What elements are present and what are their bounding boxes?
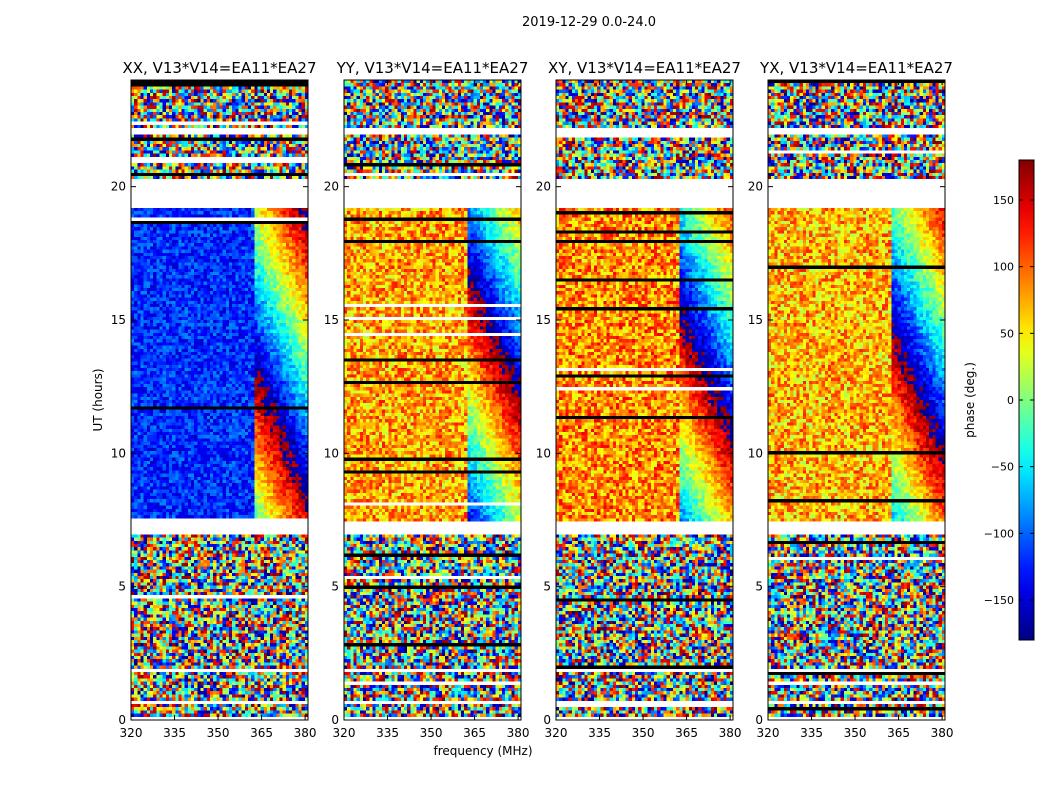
y-tick-label: 10 [536,446,551,460]
y-tick-label: 0 [755,713,763,727]
x-tick-label: 350 [632,726,655,740]
x-tick-label: 320 [120,726,143,740]
colorbar-tick-label: 50 [1000,327,1014,340]
y-tick-label: 15 [748,313,763,327]
colorbar-tick-label: 150 [993,194,1014,207]
panel-yy: YY, V13*V14=EA11*EA27 320 335 350 365 380 0 5 10… [324,59,530,740]
y-tick-label: 10 [748,446,763,460]
x-axis-label: frequency (MHz) [433,744,532,758]
phase-heatmap-xx [131,80,308,720]
phase-heatmap-yx [768,80,945,720]
x-tick-label: 335 [163,726,186,740]
y-tick-label: 20 [324,180,339,194]
y-tick-label: 0 [543,713,551,727]
y-tick-label: 15 [111,313,126,327]
y-tick-label: 20 [748,180,763,194]
panel-xy: XY, V13*V14=EA11*EA27 320 335 350 365 380 0 5 10… [536,59,742,740]
colorbar-tick-label: −50 [991,461,1014,474]
y-tick-label: 15 [324,313,339,327]
x-tick-label: 365 [887,726,910,740]
phase-heatmap-yy [344,80,521,720]
x-tick-label: 365 [675,726,698,740]
x-tick-label: 350 [844,726,867,740]
y-tick-label: 10 [324,446,339,460]
x-tick-label: 335 [376,726,399,740]
y-tick-label: 20 [536,180,551,194]
x-tick-label: 320 [545,726,568,740]
y-tick-label: 15 [536,313,551,327]
colorbar-tick-label: 100 [993,261,1014,274]
y-tick-label: 20 [111,180,126,194]
panel-title: YY, V13*V14=EA11*EA27 [336,59,529,77]
panels-layer: XX, V13*V14=EA11*EA27 320 335 350 365 380 0 5 10… [111,59,954,740]
x-tick-label: 335 [800,726,823,740]
phase-heatmap-xy [556,80,733,720]
colorbar: −150 −100 −50 0 50 100 150 [984,159,1035,641]
figure-title: 2019-12-29 0.0-24.0 [522,15,656,30]
x-tick-label: 380 [931,726,954,740]
y-tick-label: 0 [331,713,339,727]
plot-frame [130,79,309,721]
y-tick-label: 0 [118,713,126,727]
colorbar-tick-label: −100 [984,527,1014,540]
y-tick-label: 10 [111,446,126,460]
y-tick-label: 5 [543,580,551,594]
x-tick-label: 320 [333,726,356,740]
y-tick-label: 5 [331,580,339,594]
plot-frame [343,79,522,721]
x-tick-label: 380 [719,726,742,740]
panel-title: YX, V13*V14=EA11*EA27 [759,59,953,77]
y-axis-label: UT (hours) [91,368,105,431]
colorbar-label: phase (deg.) [963,362,977,438]
plot-frame [555,79,734,721]
x-tick-label: 365 [463,726,486,740]
y-tick-label: 5 [755,580,763,594]
plot-frame [767,79,946,721]
x-tick-label: 365 [250,726,273,740]
x-tick-label: 335 [588,726,611,740]
panel-title: XX, V13*V14=EA11*EA27 [122,59,316,77]
x-tick-label: 350 [420,726,443,740]
colorbar-tick-label: 0 [1007,394,1014,407]
panel-title: XY, V13*V14=EA11*EA27 [548,59,741,77]
x-tick-label: 350 [207,726,230,740]
x-tick-label: 320 [757,726,780,740]
panel-xx: XX, V13*V14=EA11*EA27 320 335 350 365 380 0 5 10… [111,59,317,740]
colorbar-tick-label: −150 [984,594,1014,607]
y-tick-label: 5 [118,580,126,594]
x-tick-label: 380 [294,726,317,740]
panel-yx: YX, V13*V14=EA11*EA27 320 335 350 365 380 0 5 10… [748,59,954,740]
x-tick-label: 380 [507,726,530,740]
